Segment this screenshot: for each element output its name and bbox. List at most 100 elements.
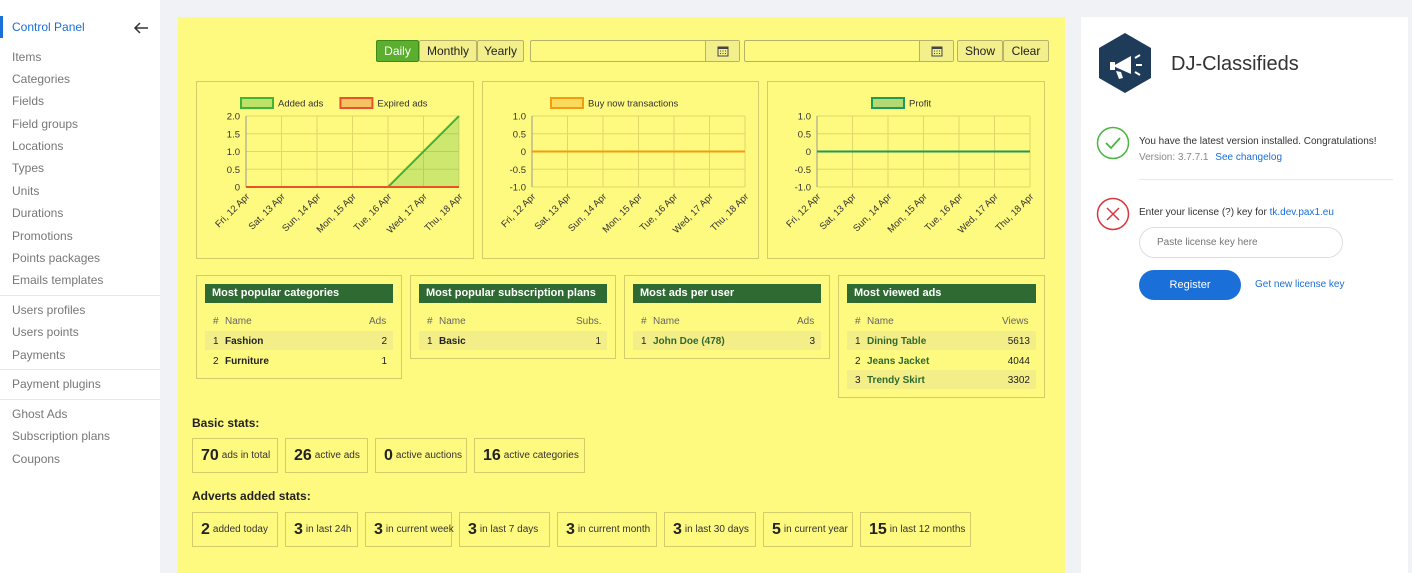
legend-label: Profit [909,99,932,110]
row-count: 5613 [1007,336,1030,347]
version-line: Version: 3.7.7.1 See changelog [1139,152,1282,163]
show-button[interactable]: Show [957,40,1003,62]
popular-categories-card: Most popular categories # Name Ads 1 Fas… [196,275,402,379]
ads-chart: 2.0 1.5 1.0 0.5 0 Fri, 12 Apr Sat, 13 Apr Sun, … [196,81,474,259]
stat-value: 3 [673,520,682,538]
card-title: Most popular categories [205,284,393,303]
sidebar-item-types[interactable]: Types [12,161,45,175]
brand-title: DJ-Classifieds [1171,53,1299,75]
divider [1139,179,1393,180]
sidebar-item-users-profiles[interactable]: Users profiles [12,303,86,317]
most-viewed-card: Most viewed ads # Name Views 1 Dining Ta… [838,275,1045,398]
calendar-icon[interactable] [705,41,739,61]
sidebar-item-subscription-plans[interactable]: Subscription plans [12,429,111,443]
col-header: Name [439,316,466,327]
stat-label: active auctions [395,450,463,461]
row-rank: 1 [427,336,433,347]
stat-box: 3 in current week [365,512,454,547]
license-message: Enter your license (?) key for [1139,207,1267,218]
sidebar-item-ghost-ads[interactable]: Ghost Ads [12,407,68,421]
date-from-field[interactable] [530,40,740,62]
legend-swatch [871,97,905,109]
row-count: 4044 [1007,356,1030,367]
sidebar-item-items[interactable]: Items [12,50,42,64]
y-tick-label: -1.0 [510,183,526,194]
stat-box: 5 in current year [763,512,853,547]
sidebar-item-fields[interactable]: Fields [12,94,45,108]
legend-swatch [339,97,374,109]
y-tick-label: 0 [235,183,240,194]
stat-box: 3 in last 30 days [664,512,756,547]
y-tick-label: 0.5 [798,129,811,140]
sidebar-item-locations[interactable]: Locations [12,139,64,153]
collapse-arrow-icon[interactable] [133,16,149,38]
register-button[interactable]: Register [1139,270,1241,300]
stat-value: 3 [468,520,477,538]
card-title: Most popular subscription plans [419,284,607,303]
daily-button[interactable]: Daily [376,40,419,62]
stat-label: added today [212,524,268,535]
sidebar-item-field-groups[interactable]: Field groups [12,117,79,131]
col-header: # [855,316,861,327]
info-panel: DJ-Classifieds You have the latest versi… [1081,17,1408,573]
row-rank: 3 [855,375,861,386]
stat-label: in current month [577,524,651,535]
sidebar-divider [0,369,160,370]
table-row: 2 Jeans Jacket 4044 [847,351,1036,370]
y-tick-label: 0.5 [227,165,240,176]
col-header: # [213,316,219,327]
sidebar-item-durations[interactable]: Durations [12,206,64,220]
ad-link[interactable]: Jeans Jacket [867,356,930,367]
stat-box: 2 added today [192,512,278,547]
sidebar-divider [0,295,160,296]
table-row: 3 Trendy Skirt 3302 [847,370,1036,389]
sidebar-item-users-points[interactable]: Users points [12,325,79,339]
col-header: Name [653,316,680,327]
stat-box: 26 active ads [285,438,368,473]
buynow-chart: 1.0 0.5 0 -0.5 -1.0 Fri, 12 Apr Sat, 13 Apr Sun… [482,81,759,259]
stat-box: 0 active auctions [375,438,467,473]
sidebar-item-promotions[interactable]: Promotions [12,229,73,243]
y-tick-label: -1.0 [795,183,811,194]
sidebar-item-categories[interactable]: Categories [12,72,71,86]
sidebar-item-coupons[interactable]: Coupons [12,452,61,466]
sidebar-header[interactable]: Control Panel [0,16,160,38]
sidebar-item-payment-plugins[interactable]: Payment plugins [12,377,101,391]
ad-link[interactable]: Trendy Skirt [867,375,925,386]
basic-stats-title: Basic stats: [192,416,260,430]
calendar-icon[interactable] [919,41,953,61]
monthly-button[interactable]: Monthly [419,40,477,62]
sidebar-item-units[interactable]: Units [12,184,40,198]
table-row: 1 Dining Table 5613 [847,331,1036,350]
y-tick-label: 0 [521,147,526,158]
stat-box: 3 in last 24h [285,512,358,547]
license-domain-link[interactable]: tk.dev.pax1.eu [1269,207,1334,218]
row-count: 2 [381,336,387,347]
ad-link[interactable]: Dining Table [867,336,927,347]
plan-name: Basic [439,336,466,347]
sidebar-item-payments[interactable]: Payments [12,348,66,362]
y-tick-label: 1.0 [513,112,526,123]
stat-value: 16 [483,446,501,464]
yearly-button[interactable]: Yearly [477,40,524,62]
license-key-input[interactable] [1139,227,1343,258]
sidebar-item-emails-templates[interactable]: Emails templates [12,273,104,287]
check-circle-icon [1096,126,1130,160]
license-message-line: Enter your license (?) key for tk.dev.pa… [1139,207,1334,218]
stat-label: in last 30 days [684,524,749,535]
user-link[interactable]: John Doe (478) [653,336,725,347]
get-license-link[interactable]: Get new license key [1255,279,1345,290]
stat-value: 26 [294,446,312,464]
sidebar-item-points-packages[interactable]: Points packages [12,251,101,265]
legend-label: Expired ads [377,99,427,110]
row-count: 3 [809,336,815,347]
table-row: 1 Fashion 2 [205,331,393,350]
category-name: Furniture [225,356,269,367]
clear-button[interactable]: Clear [1003,40,1049,62]
stat-value: 3 [566,520,575,538]
row-rank: 2 [855,356,861,367]
changelog-link[interactable]: See changelog [1215,152,1283,163]
stat-value: 2 [201,520,210,538]
legend-label: Buy now transactions [588,99,679,110]
date-to-field[interactable] [744,40,954,62]
